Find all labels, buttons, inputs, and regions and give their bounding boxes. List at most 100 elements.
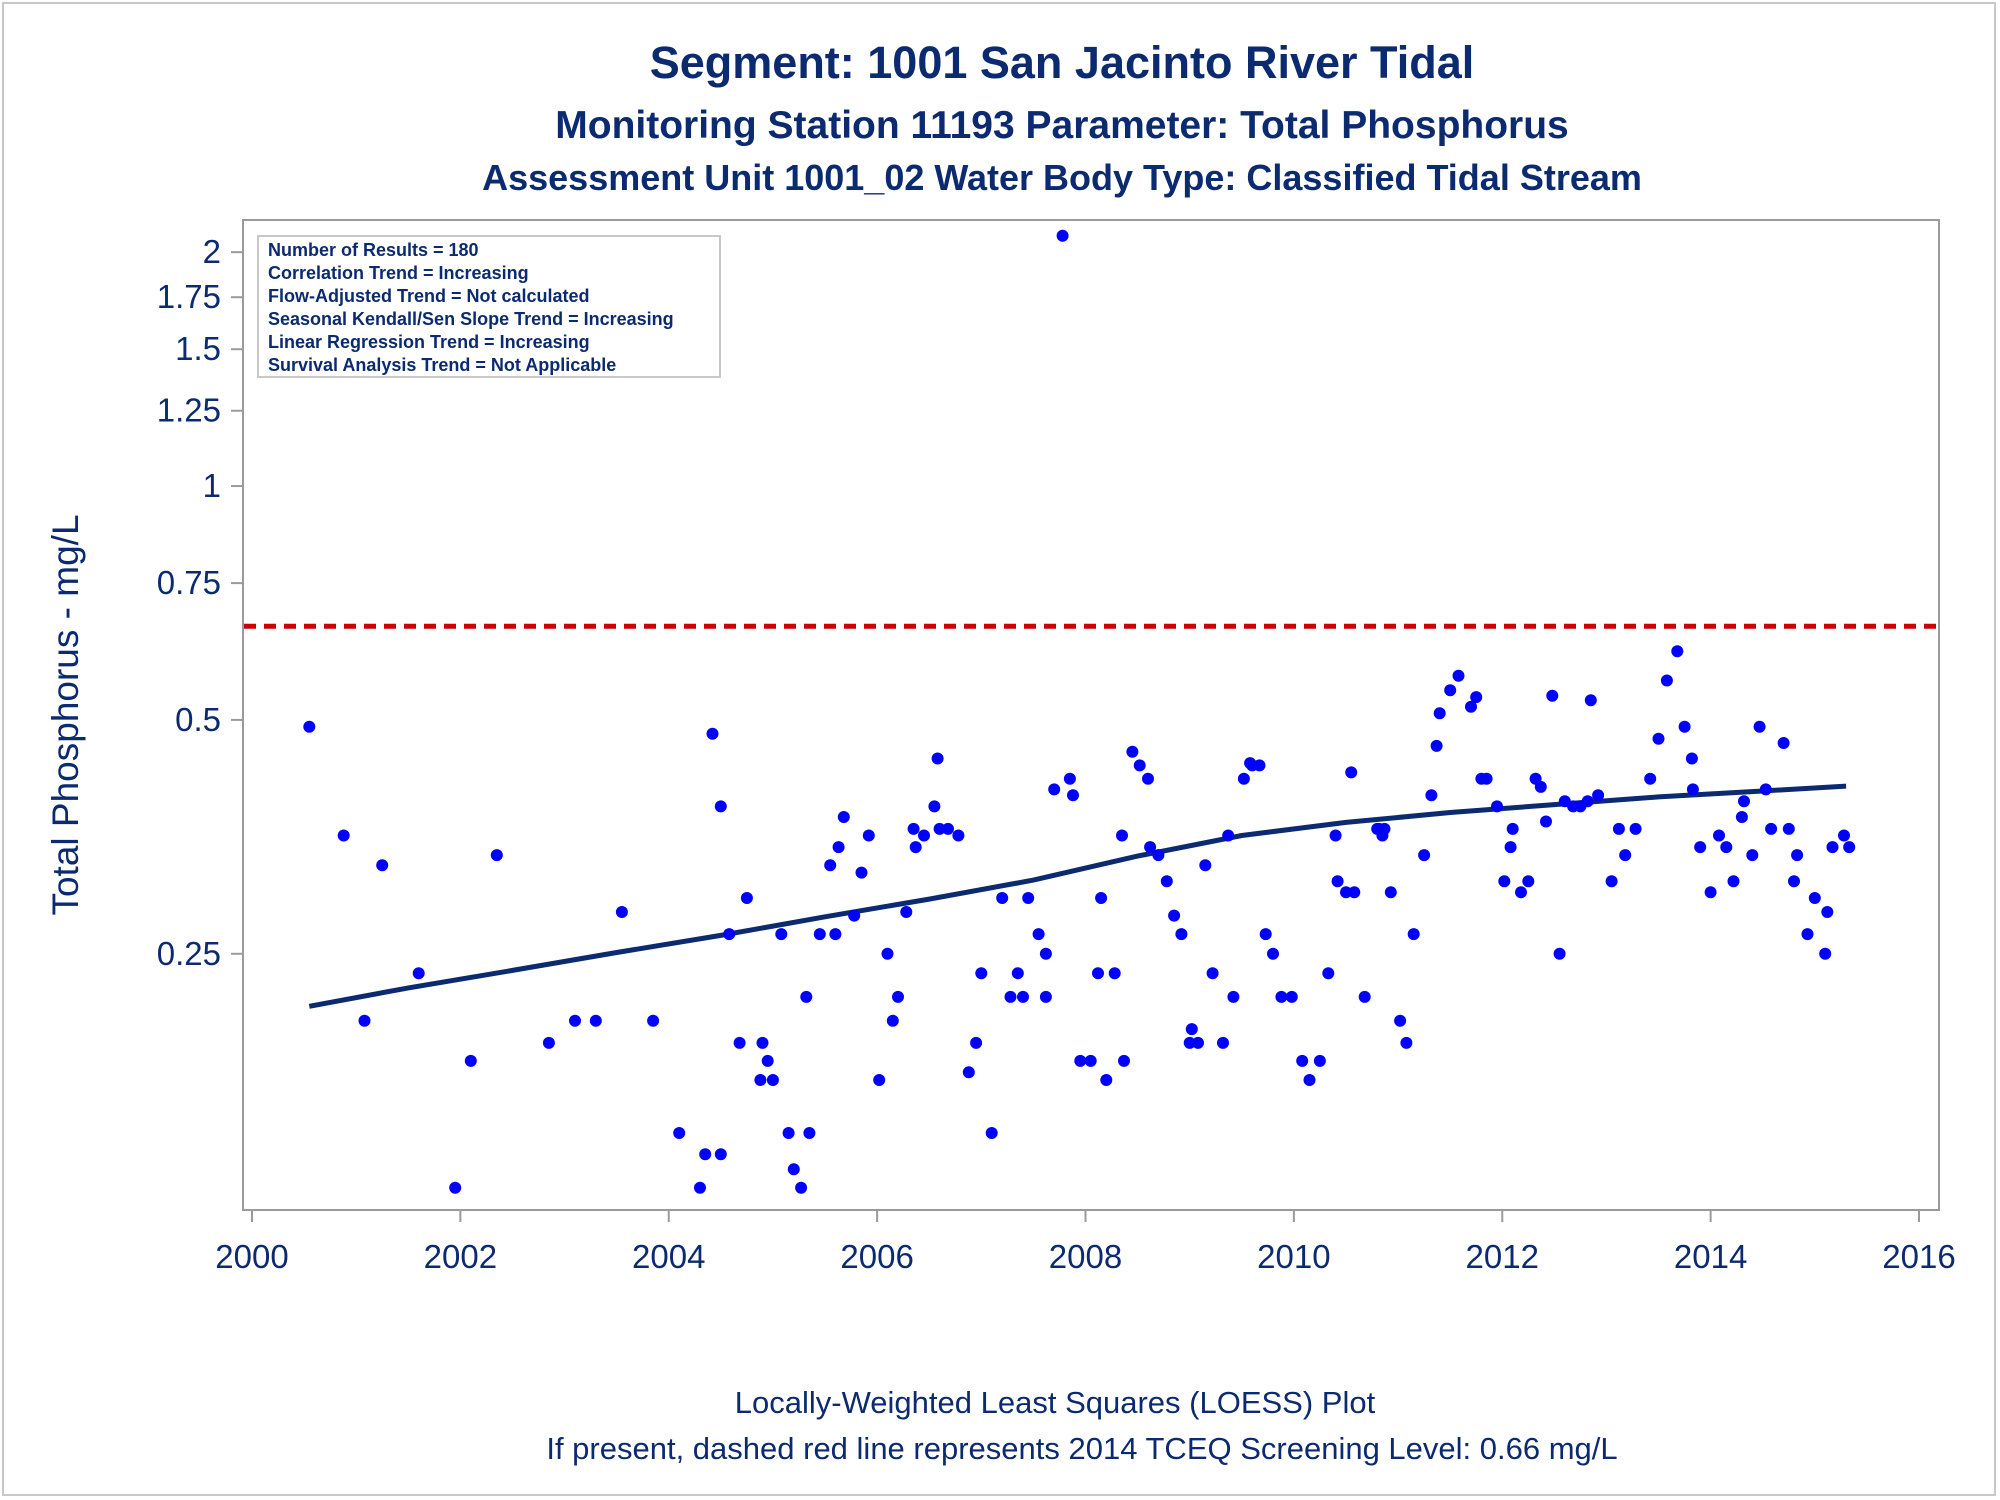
- data-point: [1160, 875, 1173, 888]
- data-point: [673, 1127, 686, 1139]
- data-point: [1285, 990, 1298, 1003]
- data-point: [1199, 859, 1212, 872]
- data-point: [1032, 928, 1045, 941]
- data-point: [855, 866, 868, 879]
- data-point: [1331, 875, 1344, 888]
- trend-summary-line: Seasonal Kendall/Sen Slope Trend = Incre…: [268, 309, 674, 329]
- data-point: [1418, 849, 1431, 862]
- y-tick-label: 0.25: [157, 935, 221, 972]
- data-point: [1296, 1054, 1309, 1067]
- data-point: [1819, 947, 1832, 960]
- data-point: [1704, 886, 1717, 899]
- data-point: [412, 967, 425, 980]
- data-point: [647, 1014, 660, 1027]
- data-point: [1074, 1054, 1087, 1067]
- data-point: [1540, 815, 1552, 828]
- data-point: [1017, 990, 1029, 1003]
- data-point: [699, 1148, 712, 1161]
- data-point: [1303, 1074, 1316, 1086]
- data-point: [1506, 822, 1519, 835]
- data-point: [829, 928, 842, 941]
- data-point: [1686, 783, 1699, 796]
- data-point: [714, 1148, 727, 1161]
- data-point: [1713, 829, 1725, 842]
- x-tick-label: 2016: [1882, 1238, 1955, 1275]
- data-point: [1738, 795, 1750, 808]
- data-point: [756, 1036, 769, 1049]
- data-point: [1313, 1054, 1326, 1067]
- data-point: [1425, 789, 1438, 802]
- data-point: [1340, 886, 1352, 899]
- data-point: [803, 1127, 816, 1139]
- data-point: [766, 1074, 779, 1086]
- data-point: [694, 1181, 706, 1194]
- data-point: [1322, 967, 1335, 980]
- data-point: [962, 1066, 975, 1079]
- x-tick-label: 2006: [840, 1238, 913, 1275]
- x-tick-label: 2000: [215, 1238, 288, 1275]
- data-point: [1142, 772, 1154, 785]
- data-point: [873, 1074, 886, 1086]
- data-point: [862, 829, 875, 842]
- data-point: [909, 841, 922, 854]
- data-point: [714, 800, 727, 813]
- data-point: [1838, 829, 1850, 842]
- data-point: [813, 928, 826, 941]
- trend-summary-line: Linear Regression Trend = Increasing: [268, 332, 590, 352]
- data-point: [1592, 789, 1605, 802]
- data-point: [1465, 700, 1477, 713]
- x-axis: 2000 2002 2004 2006 2008 2010 2012 2014 2016: [215, 1210, 1956, 1275]
- data-point: [706, 727, 719, 740]
- data-point: [1553, 947, 1566, 960]
- data-point: [1605, 875, 1618, 888]
- trend-summary-line: Number of Results = 180: [268, 240, 479, 260]
- y-axis: 0.25 0.5 0.75 1 1.25 1.5 1.75 2: [157, 233, 243, 972]
- data-point: [1400, 1036, 1413, 1049]
- data-point: [1206, 967, 1219, 980]
- data-point: [1100, 1074, 1113, 1086]
- data-point: [1378, 822, 1391, 835]
- data-point: [1407, 928, 1420, 941]
- data-point: [985, 1127, 998, 1139]
- data-point: [1253, 759, 1266, 772]
- data-point: [1671, 645, 1684, 658]
- data-point: [1652, 732, 1665, 745]
- data-point: [795, 1181, 808, 1194]
- data-point: [358, 1014, 371, 1027]
- data-point: [1515, 886, 1527, 899]
- data-point: [1720, 841, 1733, 854]
- trend-summary-box: Number of Results = 180 Correlation Tren…: [257, 235, 721, 378]
- data-point: [1063, 772, 1076, 785]
- data-points: [303, 229, 1856, 1194]
- data-point: [1788, 875, 1800, 888]
- data-point: [1444, 684, 1457, 697]
- data-point: [907, 822, 920, 835]
- trend-summary-line: Correlation Trend = Increasing: [268, 263, 529, 283]
- data-point: [1118, 1054, 1130, 1067]
- data-point: [1470, 691, 1483, 704]
- data-point: [1011, 967, 1024, 980]
- data-point: [1384, 886, 1397, 899]
- data-point: [1275, 990, 1288, 1003]
- data-point: [1039, 990, 1052, 1003]
- data-point: [918, 829, 930, 842]
- data-point: [1067, 789, 1079, 802]
- data-point: [1491, 800, 1503, 813]
- data-point: [1612, 822, 1625, 835]
- data-point: [1843, 841, 1856, 854]
- data-point: [1185, 1023, 1198, 1036]
- data-point: [1430, 739, 1443, 752]
- footnote-screening: If present, dashed red line represents 2…: [546, 1431, 1617, 1466]
- data-point: [1660, 674, 1673, 687]
- data-point: [1801, 928, 1814, 941]
- y-tick-label: 1: [203, 467, 221, 504]
- y-tick-label: 2: [203, 233, 221, 270]
- data-point: [931, 752, 944, 765]
- data-point: [1092, 967, 1104, 980]
- data-point: [1826, 841, 1839, 854]
- plot-area: [242, 219, 1940, 1211]
- data-point: [1480, 772, 1493, 785]
- data-point: [824, 859, 837, 872]
- data-point: [337, 829, 350, 842]
- data-point: [1192, 1036, 1204, 1049]
